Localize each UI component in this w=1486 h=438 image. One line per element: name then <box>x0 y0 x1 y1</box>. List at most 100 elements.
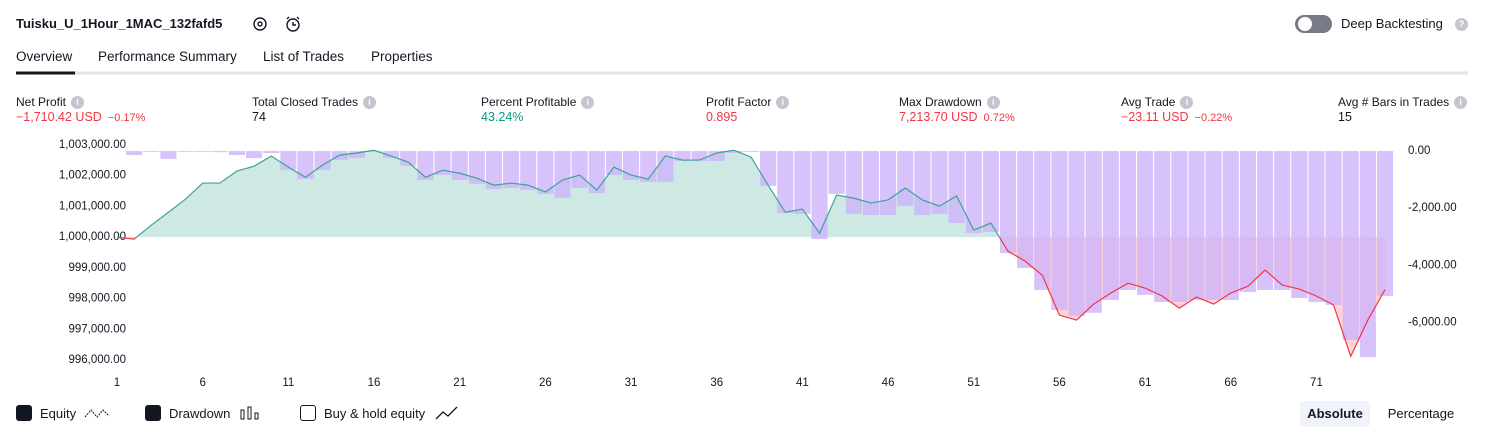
info-icon[interactable]: i <box>581 96 595 109</box>
drawdown-bar <box>862 151 879 216</box>
checkbox[interactable] <box>300 405 316 421</box>
legend-label: Equity <box>40 406 77 421</box>
info-icon[interactable]: i <box>1454 96 1468 109</box>
drawdown-bar <box>588 151 605 194</box>
info-icon[interactable]: i <box>776 96 790 109</box>
help-icon[interactable]: ? <box>1455 18 1468 31</box>
drawdown-bar <box>314 151 331 170</box>
drawdown-bar <box>777 151 794 214</box>
drawdown-bar <box>999 151 1017 254</box>
drawdown-bar <box>828 151 845 194</box>
drawdown-bar <box>400 151 417 166</box>
metric-value: 7,213.70 USD <box>899 110 978 124</box>
header-icons[interactable] <box>252 15 312 33</box>
drawdown-bar <box>211 151 228 153</box>
y-tick-label: 1,000,000.00 <box>59 231 126 243</box>
buy-hold-toggle[interactable]: Buy & hold equity <box>300 405 459 421</box>
deep-backtesting-toggle[interactable] <box>1294 14 1334 34</box>
drawdown-bar <box>1376 151 1394 296</box>
drawdown-bar <box>485 151 503 190</box>
drawdown-bar <box>554 151 571 198</box>
drawdown-bar <box>760 151 777 186</box>
drawdown-bar <box>1308 151 1325 302</box>
metric-label: Max Drawdown <box>899 95 982 109</box>
drawdown-bar <box>1137 151 1154 295</box>
legend-label: Buy & hold equity <box>324 406 426 421</box>
tab[interactable]: Performance Summary <box>98 49 237 64</box>
drawdown-bar <box>1068 151 1085 316</box>
metric-value: 0.895 <box>706 110 738 124</box>
info-icon[interactable]: i <box>986 96 1000 109</box>
metric-label: Total Closed Trades <box>252 95 359 109</box>
tab[interactable]: List of Trades <box>263 49 345 64</box>
drawdown-bar <box>1051 151 1068 310</box>
drawdown-bar <box>948 151 965 224</box>
equity-toggle[interactable]: Equity <box>16 405 110 421</box>
drawdown-bar <box>1325 151 1342 305</box>
legend-label: Drawdown <box>169 406 231 421</box>
drawdown-bar <box>383 151 400 158</box>
drawdown-bar <box>1119 151 1137 290</box>
drawdown-toggle[interactable]: Drawdown <box>145 405 262 421</box>
absolute-button[interactable]: Absolute <box>1300 401 1370 427</box>
metric-label: Percent Profitable <box>481 95 577 109</box>
x-tick-label: 21 <box>453 377 466 389</box>
info-icon[interactable]: i <box>363 96 377 109</box>
x-tick-label: 26 <box>539 377 552 389</box>
drawdown-bar <box>845 151 862 214</box>
drawdown-bar <box>194 151 211 152</box>
y-tick-label: 1,003,000.00 <box>59 139 126 151</box>
drawdown-bar <box>417 151 434 180</box>
drawdown-bar <box>228 151 245 156</box>
x-tick-label: 6 <box>199 377 205 389</box>
metric-value: 15 <box>1338 110 1352 124</box>
tab[interactable]: Overview <box>16 49 73 64</box>
drawdown-bar <box>365 151 383 152</box>
drawdown-bar <box>246 151 263 159</box>
legend-icon <box>240 406 259 420</box>
equity-line-negative <box>116 237 1386 358</box>
drawdown-bar <box>1222 151 1239 300</box>
drawdown-bar <box>1274 151 1291 290</box>
info-icon[interactable]: i <box>71 96 85 109</box>
legend-icon <box>435 406 458 420</box>
metric: Profit Factor i 0.895 <box>706 94 790 124</box>
y-tick-label: 996,000.00 <box>68 354 126 366</box>
x-tick-label: 46 <box>882 377 895 389</box>
equity-area-negative <box>117 237 1385 357</box>
y-tick-label: 1,001,000.00 <box>59 200 126 212</box>
drawdown-bar <box>451 151 468 180</box>
drawdown-bar <box>434 151 451 176</box>
tab[interactable]: Properties <box>371 49 433 64</box>
drawdown-bar <box>674 151 691 162</box>
x-tick-label: 16 <box>368 377 381 389</box>
x-tick-label: 31 <box>625 377 638 389</box>
drawdown-bar <box>348 151 365 158</box>
metric: Avg # Bars in Trades i 15 <box>1338 94 1468 124</box>
y-tick-label: 998,000.00 <box>68 293 126 305</box>
drawdown-bar <box>160 151 177 160</box>
drawdown-bar <box>177 151 194 152</box>
drawdown-bar <box>1102 151 1119 300</box>
drawdown-bar <box>794 151 811 214</box>
checkbox[interactable] <box>16 405 32 421</box>
metric-value: −23.11 USD <box>1121 110 1189 124</box>
plot-area: 1,003,000.00 1,002,000.00 1,001,000.00 1,00… <box>59 139 1457 389</box>
drawdown-bar <box>537 151 554 194</box>
drawdown-bar <box>931 151 948 214</box>
metric-value: −1,710.42 USD <box>16 110 102 124</box>
equity-line <box>117 149 1001 238</box>
drawdown-bar <box>297 151 314 180</box>
deep-backtesting-label: Deep Backtesting <box>1341 16 1443 31</box>
info-icon[interactable]: i <box>1180 96 1194 109</box>
y2-tick-label: -4,000.00 <box>1408 259 1457 271</box>
percentage-button[interactable]: Percentage <box>1387 406 1455 421</box>
metric-label: Profit Factor <box>706 95 772 109</box>
x-tick-label: 51 <box>967 377 980 389</box>
metric-percent: −0.17% <box>107 112 146 124</box>
drawdown-bar <box>811 151 828 240</box>
checkbox[interactable] <box>145 405 161 421</box>
x-tick-label: 1 <box>114 377 120 389</box>
drawdown-bar <box>520 151 537 190</box>
